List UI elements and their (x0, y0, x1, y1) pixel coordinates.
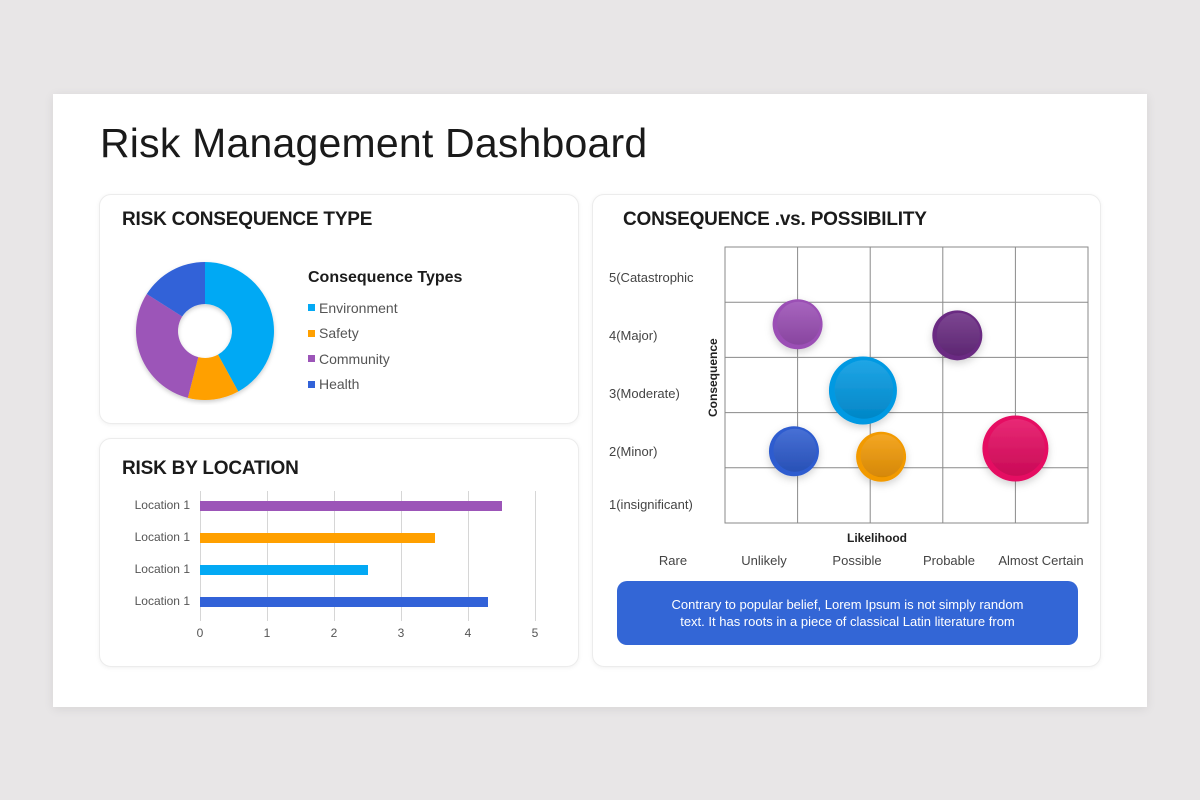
donut-legend: Consequence Types Environment Safety Com… (308, 269, 462, 397)
swatch-icon (308, 304, 315, 312)
x-tick: 3 (397, 626, 405, 640)
y-axis-title: Consequence (706, 338, 720, 417)
y-label: 5(Catastrophic (609, 270, 694, 285)
legend-item-environment: Environment (308, 295, 462, 321)
legend-item-safety: Safety (308, 321, 462, 347)
legend-title: Consequence Types (308, 269, 463, 286)
x-tick: 4 (464, 626, 472, 640)
y-label: 4(Major) (609, 328, 658, 343)
note-line: Contrary to popular belief, Lorem Ipsum … (671, 597, 1024, 612)
x-tick: 2 (330, 626, 338, 640)
consequence-vs-possibility-panel: CONSEQUENCE .vs. POSSIBILITY 5(Catastrop… (592, 194, 1101, 667)
description-note-box: Contrary to popular belief, Lorem Ipsum … (617, 581, 1078, 645)
panel-title: CONSEQUENCE .vs. POSSIBILITY (623, 209, 927, 230)
page-title: Risk Management Dashboard (100, 120, 648, 166)
x-tick: 0 (196, 626, 204, 640)
bubble-chart (724, 246, 1089, 524)
bubble (856, 431, 907, 482)
bubble (768, 426, 819, 477)
gridline (200, 491, 201, 621)
bar-label: Location 1 (134, 594, 190, 608)
bar-label: Location 1 (134, 498, 190, 512)
gridline (334, 491, 335, 621)
gridline (468, 491, 469, 621)
swatch-icon (308, 355, 315, 363)
x-axis-title: Likelihood (847, 531, 907, 545)
x-tick: 1 (263, 626, 271, 640)
donut-slice-environment (205, 262, 274, 392)
x-label: Possible (832, 553, 882, 568)
x-label: Unlikely (741, 553, 787, 568)
donut-chart (136, 262, 274, 400)
dashboard-slide: Risk Management Dashboard RISK CONSEQUEN… (53, 94, 1147, 707)
y-label: 2(Minor) (609, 444, 658, 459)
risk-consequence-type-panel: RISK CONSEQUENCE TYPE Consequence Types … (99, 194, 579, 424)
bar (200, 565, 368, 575)
legend-item-community: Community (308, 346, 462, 372)
donut-slice-safety (187, 354, 239, 400)
bar (200, 597, 489, 607)
swatch-icon (308, 329, 315, 337)
bar-label: Location 1 (134, 562, 190, 576)
risk-by-location-panel: RISK BY LOCATION Location 1 Location 1 L… (99, 438, 579, 667)
panel-title: RISK CONSEQUENCE TYPE (122, 209, 373, 230)
swatch-icon (308, 380, 315, 388)
bar (200, 501, 502, 511)
x-label: Almost Certain (998, 553, 1084, 568)
donut-slice-community (136, 294, 199, 398)
gridline (267, 491, 268, 621)
x-tick: 5 (531, 626, 539, 640)
bubble (772, 299, 823, 350)
bubble (932, 310, 983, 361)
bubble (982, 415, 1049, 482)
bubble (828, 356, 897, 425)
note-line: text. It has roots in a piece of classic… (680, 614, 1015, 629)
panel-title: RISK BY LOCATION (122, 458, 299, 479)
bar-label: Location 1 (134, 530, 190, 544)
y-label: 1(insignificant) (609, 497, 693, 512)
gridline (535, 491, 536, 621)
bar (200, 533, 435, 543)
y-label: 3(Moderate) (609, 386, 680, 401)
gridline (401, 491, 402, 621)
donut-slice-health (146, 262, 205, 317)
x-label: Rare (658, 553, 688, 568)
bar-chart: Location 1 Location 1 Location 1 Locatio… (100, 439, 580, 668)
x-label: Probable (922, 553, 976, 568)
legend-item-health: Health (308, 372, 462, 398)
